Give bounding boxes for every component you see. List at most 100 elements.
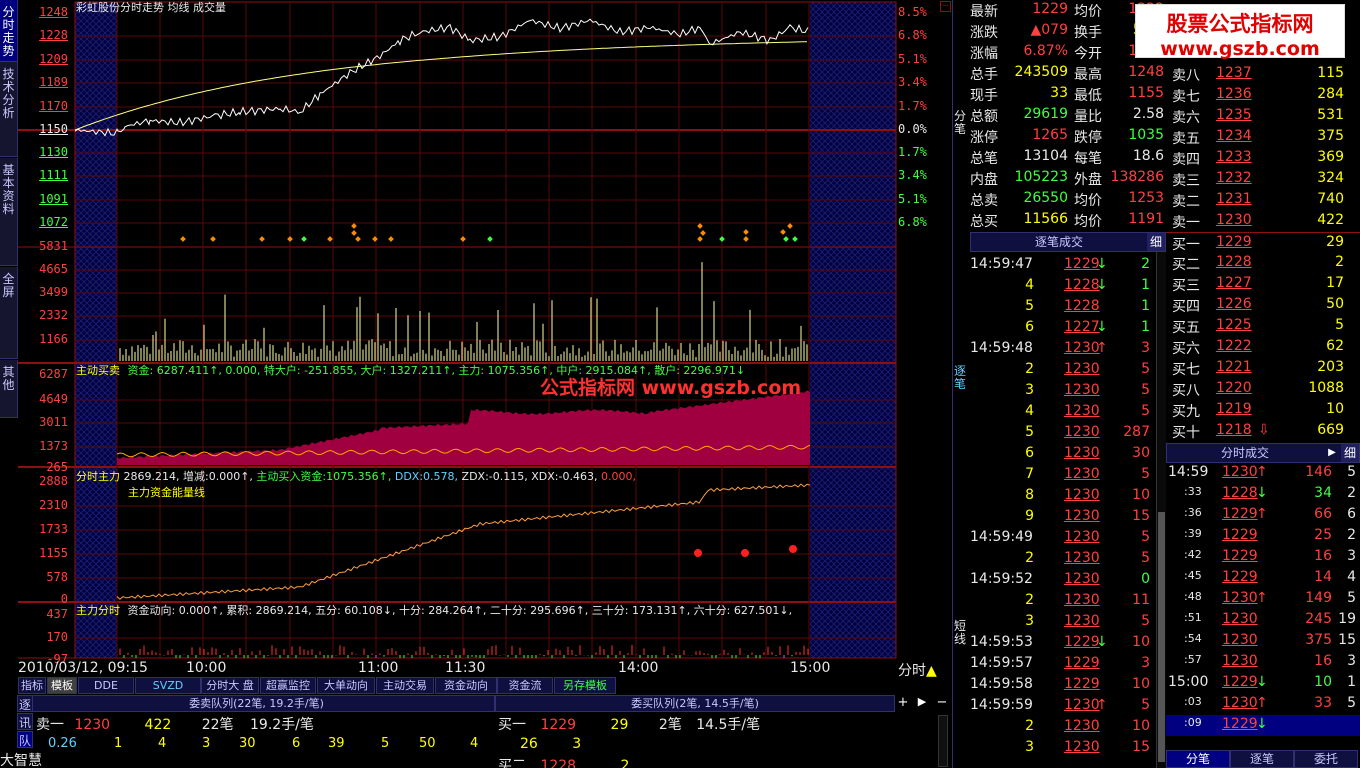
- depth-label: 卖八: [1172, 68, 1200, 84]
- queue-side-tab-0[interactable]: 逐: [17, 695, 33, 712]
- minute-detail-button[interactable]: 细: [1341, 444, 1359, 462]
- depth-volume: 284: [1317, 86, 1344, 102]
- queue-side-tab-2[interactable]: 队: [17, 731, 33, 748]
- minute-price: 1230: [1222, 653, 1258, 669]
- ticks-detail-button[interactable]: 细: [1147, 233, 1165, 251]
- minute-time: :42: [1184, 548, 1202, 561]
- tick-time: 6: [1025, 445, 1034, 461]
- minute-volume: 245: [1305, 611, 1332, 627]
- minute-price: 1230: [1222, 464, 1258, 480]
- bottom-tab-2[interactable]: DDE: [78, 677, 134, 694]
- depth-price: 1230: [1216, 212, 1252, 228]
- quote-value: 1155: [1128, 85, 1164, 101]
- minute-volume: 66: [1314, 506, 1332, 522]
- tick-volume: 10: [1132, 718, 1150, 734]
- play-icon[interactable]: ▶: [917, 695, 927, 708]
- quote-label: 最新: [970, 4, 998, 20]
- tick-row: 4 1228 ↓ 1: [970, 277, 1156, 298]
- tick-price: 1228: [1064, 277, 1100, 293]
- queue-side-tab-1[interactable]: 讯: [17, 713, 33, 730]
- depth-price: 1221: [1216, 359, 1252, 375]
- up-arrow-icon: ↑: [1096, 340, 1108, 356]
- bottom-tab-7[interactable]: 主动交易: [376, 677, 434, 694]
- queue-scrollbar[interactable]: [938, 715, 948, 767]
- left-tab-1[interactable]: 技术分析: [0, 62, 18, 157]
- collapse-icon[interactable]: −: [940, 1, 951, 12]
- left-tab-0[interactable]: 分时走势: [0, 0, 18, 62]
- bottom-tab-1[interactable]: 模板: [47, 677, 77, 694]
- buy-queue-row-2: 买二 1228 2: [498, 758, 630, 768]
- flow-tick: 3011: [39, 415, 68, 429]
- depth-label: 买六: [1172, 341, 1200, 357]
- minute-play-icon[interactable]: ▶: [1328, 447, 1336, 458]
- depth-volume: 10: [1326, 401, 1344, 417]
- tick-time: 14:59:53: [970, 634, 1033, 650]
- bottom-tab-5[interactable]: 超赢监控: [260, 677, 316, 694]
- pct-tick: 6.8%: [898, 28, 927, 42]
- left-tab-2[interactable]: 基本资料: [0, 158, 18, 266]
- bottom-tab-3[interactable]: SVZD: [135, 677, 201, 694]
- price-tick: 1072: [39, 215, 68, 229]
- quote-label: 涨跌: [970, 25, 998, 41]
- side-tab-0[interactable]: 分笔: [953, 109, 966, 136]
- tick-row: 5 1230 287: [970, 424, 1156, 445]
- minute-price: 1229: [1222, 716, 1258, 732]
- depth-row: 买六 1222 62: [1166, 337, 1360, 358]
- tick-row: 14:59:58 1229 10: [970, 676, 1156, 697]
- ticks-title-bar: 逐笔成交 细: [970, 232, 1166, 252]
- right-tab-2[interactable]: 委托: [1294, 750, 1358, 768]
- tick-time: 8: [1025, 487, 1034, 503]
- plus-icon[interactable]: +: [897, 695, 909, 710]
- down-arrow-icon: ⇩: [1258, 422, 1270, 438]
- depth-row: 买一 1229 29: [1166, 232, 1360, 253]
- sell-queue-row: 卖一 1230 422 22笔 19.2手/笔: [36, 717, 314, 733]
- left-tab-3[interactable]: 全屏: [0, 267, 18, 359]
- tick-volume: 1: [1141, 277, 1150, 293]
- right-tab-1[interactable]: 逐笔: [1230, 750, 1294, 768]
- depth-label: 卖六: [1172, 110, 1200, 126]
- quote-value: 33: [1050, 85, 1068, 101]
- bottom-tab-9[interactable]: 资金流: [497, 677, 553, 694]
- minute-volume: 14: [1314, 569, 1332, 585]
- bottom-tab-8[interactable]: 资金动向: [435, 677, 497, 694]
- queue-panel: 委卖队列(22笔, 19.2手/笔) 委买队列(2笔, 14.5手/笔) + ▶…: [0, 695, 955, 768]
- mf-tick: 578: [46, 570, 68, 584]
- pct-tick: 8.5%: [898, 5, 927, 19]
- minute-volume: 25: [1314, 527, 1332, 543]
- flow-tick: 1373: [39, 439, 68, 453]
- quote-value: 2.58: [1132, 106, 1164, 122]
- bottom-tab-4[interactable]: 分时大 盘: [201, 677, 259, 694]
- tick-volume: 15: [1132, 508, 1150, 524]
- tick-row: 7 1230 5: [970, 466, 1156, 487]
- tick-time: 7: [1025, 466, 1034, 482]
- bottom-tab-0[interactable]: 指标: [18, 677, 46, 694]
- bottom-tab-10[interactable]: 另存模板: [554, 677, 616, 694]
- tick-price: 1230: [1064, 466, 1100, 482]
- tick-price: 1230: [1064, 487, 1100, 503]
- quote-label: 今开: [1074, 46, 1102, 62]
- side-tab-1[interactable]: 逐笔: [953, 364, 966, 391]
- depth-volume: 203: [1317, 359, 1344, 375]
- tick-price: 1230: [1064, 739, 1100, 755]
- quote-value: 13104: [1023, 148, 1068, 164]
- flow-tick: 265: [46, 460, 68, 474]
- minute-count: 15: [1338, 632, 1356, 648]
- left-tab-4[interactable]: 其他: [0, 360, 18, 418]
- quote-label: 每笔: [1074, 151, 1102, 167]
- bottom-tab-6[interactable]: 大单动向: [317, 677, 375, 694]
- right-tab-0[interactable]: 分笔: [1166, 750, 1230, 768]
- flow-tick: 4649: [39, 392, 68, 406]
- minus-icon[interactable]: −: [936, 695, 948, 710]
- depth-label: 卖五: [1172, 131, 1200, 147]
- sell-queue-cell: 1: [114, 736, 123, 751]
- tick-time: 3: [1025, 613, 1034, 629]
- tick-volume: 5: [1141, 529, 1150, 545]
- quote-label: 总笔: [970, 151, 998, 167]
- side-tab-2[interactable]: 短线: [953, 619, 966, 646]
- tick-row: 14:59:49 1230 5: [970, 529, 1156, 550]
- ticks-scrollbar[interactable]: [1156, 252, 1166, 768]
- quote-label: 总卖: [970, 193, 998, 209]
- minute-time: :39: [1184, 527, 1202, 540]
- depth-price: 1235: [1216, 107, 1252, 123]
